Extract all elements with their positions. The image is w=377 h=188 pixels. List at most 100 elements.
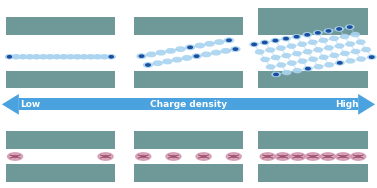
Circle shape (325, 46, 333, 50)
Circle shape (74, 55, 81, 59)
Circle shape (261, 40, 269, 45)
Circle shape (303, 50, 312, 54)
Circle shape (67, 55, 74, 59)
Polygon shape (2, 94, 19, 115)
Circle shape (211, 50, 221, 55)
Circle shape (266, 48, 274, 52)
Bar (258, 70, 368, 88)
Circle shape (330, 36, 338, 40)
Circle shape (271, 55, 280, 60)
Circle shape (341, 155, 345, 158)
Circle shape (80, 55, 88, 59)
Circle shape (137, 54, 146, 58)
Circle shape (293, 52, 301, 56)
Circle shape (340, 34, 349, 39)
Circle shape (294, 36, 299, 38)
Circle shape (296, 155, 300, 158)
Circle shape (166, 49, 175, 53)
Circle shape (226, 153, 241, 160)
Circle shape (74, 55, 81, 59)
Circle shape (348, 26, 352, 28)
Circle shape (298, 59, 307, 63)
Bar (134, 70, 243, 88)
Circle shape (60, 55, 67, 59)
Circle shape (33, 55, 40, 59)
Text: High: High (335, 100, 359, 109)
Circle shape (261, 57, 269, 61)
Circle shape (309, 57, 317, 61)
Circle shape (60, 55, 67, 59)
Circle shape (341, 51, 349, 55)
Circle shape (305, 34, 310, 36)
Circle shape (67, 55, 74, 59)
Circle shape (271, 39, 279, 43)
Circle shape (336, 153, 351, 160)
Circle shape (233, 48, 238, 50)
Circle shape (103, 155, 108, 158)
Circle shape (107, 55, 115, 59)
Circle shape (325, 63, 333, 67)
Circle shape (109, 56, 113, 58)
Circle shape (330, 53, 339, 58)
Circle shape (94, 55, 101, 59)
Circle shape (107, 55, 115, 59)
Bar (134, 17, 243, 35)
Circle shape (282, 37, 290, 41)
Circle shape (227, 39, 231, 41)
Circle shape (40, 55, 47, 59)
Circle shape (136, 153, 151, 160)
Bar (258, 131, 368, 149)
Circle shape (33, 55, 40, 59)
Circle shape (357, 40, 365, 44)
Circle shape (282, 70, 291, 75)
Circle shape (284, 38, 288, 40)
Bar (134, 164, 243, 182)
Circle shape (26, 55, 34, 59)
Bar (258, 8, 368, 35)
Circle shape (201, 155, 206, 158)
Circle shape (224, 38, 233, 42)
Circle shape (53, 55, 61, 59)
Circle shape (19, 55, 27, 59)
Circle shape (146, 64, 150, 66)
Circle shape (188, 46, 192, 49)
Text: Charge density: Charge density (150, 100, 227, 109)
Circle shape (80, 55, 88, 59)
Circle shape (273, 39, 277, 42)
Circle shape (6, 55, 13, 59)
Circle shape (314, 48, 322, 52)
Circle shape (260, 153, 275, 160)
Circle shape (368, 55, 376, 59)
Bar (134, 131, 243, 149)
Circle shape (277, 63, 285, 67)
Circle shape (156, 50, 166, 55)
Circle shape (324, 29, 333, 33)
Circle shape (293, 69, 302, 73)
Circle shape (192, 54, 201, 58)
Circle shape (166, 153, 181, 160)
Circle shape (280, 155, 285, 158)
Circle shape (221, 49, 230, 53)
Circle shape (163, 59, 172, 64)
Circle shape (274, 73, 278, 76)
Circle shape (335, 27, 343, 31)
Circle shape (336, 61, 344, 65)
Circle shape (185, 45, 195, 50)
Circle shape (319, 38, 328, 42)
Circle shape (8, 56, 11, 58)
Circle shape (316, 32, 320, 34)
Polygon shape (358, 94, 375, 115)
Circle shape (12, 55, 20, 59)
Circle shape (346, 42, 354, 46)
Bar (258, 164, 368, 182)
Circle shape (87, 55, 95, 59)
Circle shape (357, 57, 365, 61)
Circle shape (337, 28, 342, 30)
Circle shape (6, 55, 13, 59)
Circle shape (277, 46, 285, 50)
Circle shape (26, 55, 34, 59)
Circle shape (337, 62, 342, 64)
Circle shape (250, 42, 258, 46)
Circle shape (153, 61, 162, 65)
Circle shape (303, 33, 311, 37)
